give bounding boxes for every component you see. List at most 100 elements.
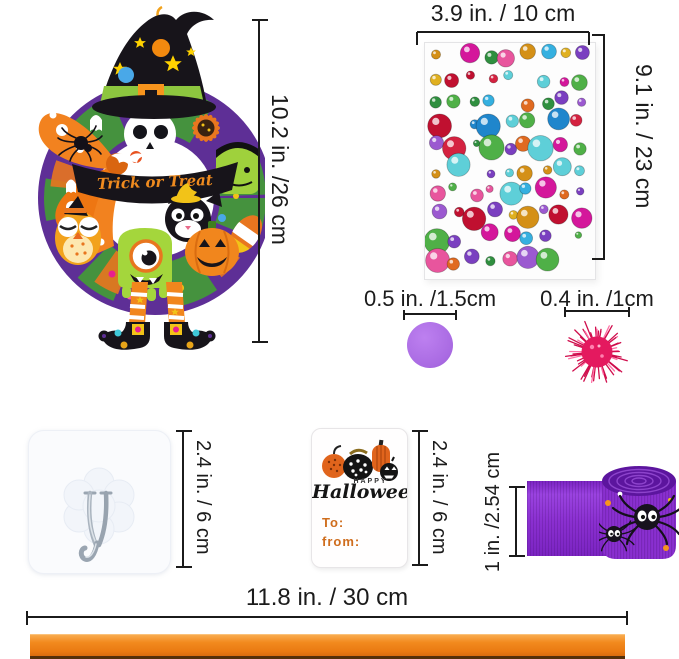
gem-highlight	[471, 121, 475, 124]
tag-happy-text: HAPPY	[353, 478, 388, 485]
jack-o-lantern	[185, 221, 239, 276]
pom-pom-illustration	[564, 320, 628, 384]
gem-sticker	[519, 43, 536, 60]
gem-highlight	[467, 72, 471, 75]
gem-sticker	[480, 223, 499, 242]
owl	[55, 196, 101, 265]
gem-highlight	[522, 115, 527, 120]
gem-highlight	[466, 210, 474, 218]
tag-height-measure-line	[412, 430, 428, 566]
gem-highlight	[575, 211, 582, 218]
gem-sticker	[552, 157, 572, 177]
gem-sticker	[447, 234, 462, 249]
gem-sticker	[478, 134, 505, 161]
gem-sticker	[516, 165, 533, 182]
gem-sticker	[446, 152, 471, 177]
gem-highlight	[555, 139, 561, 144]
witch-legs	[98, 282, 216, 350]
ribbon-roll-illustration	[599, 466, 679, 559]
gem-sticker	[487, 201, 503, 218]
gem-sticker	[534, 176, 557, 199]
gem-sticker	[516, 245, 540, 269]
wreath-height-measure-line	[252, 19, 268, 343]
gem-sticker	[444, 73, 460, 88]
gem-highlight	[557, 93, 562, 98]
orange-ribbon	[30, 634, 625, 659]
gem-highlight	[474, 141, 477, 144]
gem-sticker	[559, 77, 570, 87]
gem-sticker	[571, 207, 593, 229]
gem-highlight	[490, 204, 495, 209]
gem-sticker	[574, 231, 583, 239]
gem-highlight	[450, 184, 453, 187]
gem-highlight	[544, 99, 549, 104]
gem-sticker	[505, 114, 519, 128]
black-cat	[165, 183, 222, 242]
gem-sticker	[519, 231, 533, 246]
gem-sticker	[482, 94, 495, 107]
hook-height-measure-label: 2.4 in. / 6 cm	[192, 440, 214, 555]
pom-pom-measure-line	[564, 307, 630, 317]
gem-highlight	[464, 46, 470, 53]
gem-highlight	[578, 47, 583, 52]
gem-sticker	[461, 206, 487, 231]
pom-pom-measure-label: 0.4 in. /1cm	[540, 286, 654, 311]
gem-sticker	[499, 181, 524, 206]
gem-sticker	[539, 204, 549, 215]
gem-highlight	[432, 98, 436, 102]
gem-highlight	[544, 46, 549, 51]
gem-sticker	[542, 97, 555, 111]
gem-sticker	[463, 248, 480, 265]
gem-highlight	[487, 52, 492, 57]
gem-sticker	[542, 165, 553, 175]
gem-sticker	[431, 203, 448, 220]
gem-sticker	[559, 189, 570, 200]
gem-sticker	[488, 74, 499, 84]
gem-highlight	[539, 180, 546, 187]
gem-sticker	[541, 43, 557, 60]
hook-height-measure-line	[176, 430, 192, 568]
gem-sticker	[520, 98, 535, 113]
gem-sticker	[496, 49, 515, 68]
gem-highlight	[574, 77, 580, 82]
gem-highlight	[487, 257, 491, 261]
gem-highlight	[556, 160, 563, 166]
gem-highlight	[507, 228, 513, 234]
gem-sticker	[574, 165, 585, 177]
gem-sticker	[475, 113, 501, 139]
ribbon-width-measure-line	[509, 486, 525, 557]
gem-sticker	[503, 70, 514, 81]
gem-sticker	[574, 45, 590, 60]
gem-highlight	[500, 52, 506, 58]
gem-sticker	[470, 188, 484, 203]
gem-sticker	[485, 256, 496, 267]
sheet-height-measure-line	[592, 34, 605, 260]
gem-sticker	[536, 74, 551, 89]
gem-highlight	[504, 185, 512, 193]
gem-highlight	[541, 206, 544, 209]
gem-highlight	[572, 116, 576, 120]
gem-highlight	[433, 51, 436, 55]
gem-highlight	[507, 170, 510, 173]
gem-highlight	[449, 259, 454, 264]
tag-title-text: Halloween	[312, 481, 407, 503]
gem-highlight	[433, 171, 436, 174]
ribbon-length-measure-label: 11.8 in. / 30 cm	[245, 584, 409, 611]
gem-highlight	[561, 191, 565, 195]
gem-sticker	[502, 250, 518, 267]
gem-highlight	[561, 79, 565, 82]
gem-highlight	[519, 168, 525, 173]
gem-highlight	[434, 206, 440, 211]
gem-highlight	[447, 140, 454, 148]
gem-sticker-sheet	[423, 42, 596, 280]
gem-sticker	[446, 257, 460, 271]
purple-dot-measure-label: 0.5 in. /1.5cm	[363, 286, 497, 311]
gem-highlight	[518, 138, 523, 143]
gem-highlight	[544, 167, 548, 170]
gem-highlight	[576, 144, 580, 149]
gem-sticker	[505, 168, 515, 178]
gem-sticker	[431, 169, 441, 179]
halloween-wreath-illustration: Trick or Treat	[38, 6, 265, 350]
gem-sticker	[539, 229, 552, 242]
